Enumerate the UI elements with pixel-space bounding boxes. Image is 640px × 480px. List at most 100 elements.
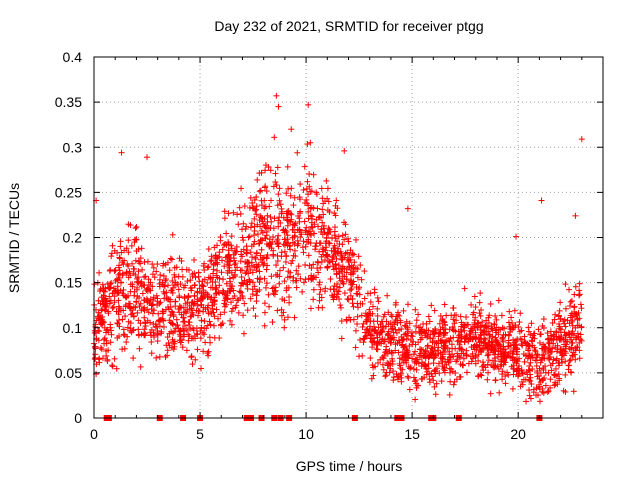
data-point <box>521 358 528 365</box>
data-point <box>285 185 292 192</box>
data-point <box>295 263 302 270</box>
data-point <box>317 286 324 293</box>
data-point <box>137 363 144 370</box>
data-point <box>135 326 142 333</box>
data-point <box>149 301 156 308</box>
data-point <box>150 264 157 271</box>
data-point <box>276 185 283 192</box>
data-point <box>189 361 196 368</box>
y-tick-label: 0.1 <box>63 320 83 336</box>
data-point <box>325 225 332 232</box>
data-point <box>556 307 563 314</box>
data-point <box>262 183 269 190</box>
data-point <box>472 329 479 336</box>
data-point <box>368 375 375 382</box>
data-point <box>526 363 533 370</box>
data-point <box>141 326 148 333</box>
data-point <box>426 370 433 377</box>
data-point <box>502 380 509 387</box>
data-point <box>476 299 483 306</box>
data-point <box>99 281 106 288</box>
data-point <box>261 322 268 329</box>
data-point <box>393 371 400 378</box>
data-point <box>569 352 576 359</box>
data-point <box>360 320 367 327</box>
data-point <box>225 210 232 217</box>
data-point <box>243 243 250 250</box>
data-point <box>425 313 432 320</box>
data-point <box>174 322 181 329</box>
data-point <box>291 222 298 229</box>
data-point <box>116 333 123 340</box>
data-point <box>315 223 322 230</box>
data-point <box>565 362 572 369</box>
data-point <box>509 357 516 364</box>
data-point <box>211 313 218 320</box>
data-point <box>519 370 526 377</box>
data-point <box>186 302 193 309</box>
data-point <box>238 185 245 192</box>
data-point <box>338 277 345 284</box>
data-point <box>472 314 479 321</box>
data-point <box>142 323 149 330</box>
data-point <box>266 236 273 243</box>
data-point <box>179 273 186 280</box>
data-point <box>221 215 228 222</box>
data-point <box>132 225 139 232</box>
data-point <box>446 365 453 372</box>
data-point <box>552 379 559 386</box>
data-point <box>576 280 583 287</box>
data-point <box>251 232 258 239</box>
data-point <box>287 192 294 199</box>
data-point <box>396 327 403 334</box>
data-point <box>533 385 540 392</box>
y-tick-label: 0.05 <box>55 365 82 381</box>
data-point <box>535 326 542 333</box>
data-point <box>354 266 361 273</box>
data-point <box>374 294 381 301</box>
data-point <box>369 303 376 310</box>
data-point <box>431 383 438 390</box>
data-point <box>344 295 351 302</box>
data-point <box>107 339 114 346</box>
data-point <box>221 208 228 215</box>
data-point <box>310 296 317 303</box>
data-point <box>236 204 243 211</box>
data-point <box>252 255 259 262</box>
data-point <box>551 382 558 389</box>
data-point <box>166 267 173 274</box>
data-point <box>123 269 130 276</box>
data-point <box>233 302 240 309</box>
data-point <box>95 337 102 344</box>
data-point <box>406 386 413 393</box>
data-point <box>390 374 397 381</box>
data-point <box>341 236 348 243</box>
data-point <box>307 240 314 247</box>
data-point <box>207 339 214 346</box>
data-point <box>523 369 530 376</box>
data-point <box>207 296 214 303</box>
data-point <box>133 298 140 305</box>
data-point <box>218 321 225 328</box>
data-point <box>290 202 297 209</box>
data-point <box>96 359 103 366</box>
data-point <box>228 308 235 315</box>
data-point <box>123 245 130 252</box>
data-point <box>246 278 253 285</box>
data-point <box>125 237 132 244</box>
data-point <box>262 284 269 291</box>
y-tick-label: 0.25 <box>55 184 82 200</box>
data-point <box>164 347 171 354</box>
data-point <box>111 299 118 306</box>
data-point <box>499 376 506 383</box>
data-point <box>183 347 190 354</box>
data-point <box>354 300 361 307</box>
data-point <box>92 345 99 352</box>
data-point <box>326 240 333 247</box>
data-point <box>284 222 291 229</box>
data-point <box>320 211 327 218</box>
data-point <box>282 242 289 249</box>
data-point <box>160 262 167 269</box>
data-point <box>273 262 280 269</box>
